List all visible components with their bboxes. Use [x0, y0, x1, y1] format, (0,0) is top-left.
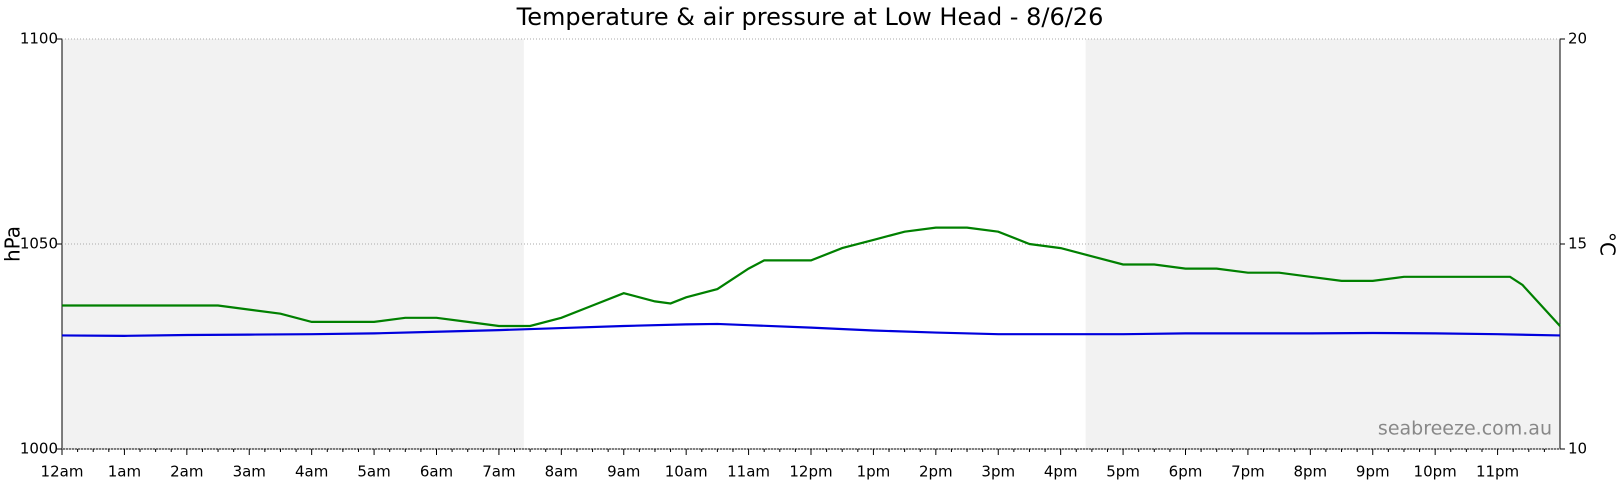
- x-tick-label: 4pm: [1044, 463, 1078, 481]
- y-tick-label: 1000: [20, 440, 58, 458]
- series-line: [62, 226, 1561, 328]
- y2-tick-label: 15: [1568, 235, 1587, 253]
- x-tick-label: 6pm: [1169, 463, 1203, 481]
- x-tick-label: 7am: [482, 463, 515, 481]
- x-tick-label: 2pm: [919, 463, 953, 481]
- x-tick-label: 8pm: [1293, 463, 1327, 481]
- series-line: [61, 322, 1561, 337]
- x-tick-label: 10pm: [1414, 463, 1457, 481]
- x-tick-label: 6am: [420, 463, 453, 481]
- y2-tick-label: 10: [1568, 440, 1587, 458]
- x-tick-label: 11pm: [1476, 463, 1519, 481]
- x-tick-label: 1am: [108, 463, 141, 481]
- x-tick-label: 8am: [545, 463, 578, 481]
- x-tick-label: 9pm: [1356, 463, 1390, 481]
- x-tick-label: 5am: [357, 463, 390, 481]
- chart-title: Temperature & air pressure at Low Head -…: [516, 3, 1104, 31]
- x-tick-label: 3am: [233, 463, 266, 481]
- y-axis-label: hPa: [1, 226, 25, 262]
- x-tick-label: 11am: [727, 463, 770, 481]
- x-tick-label: 1pm: [857, 463, 891, 481]
- y-tick-label: 1100: [20, 30, 58, 48]
- y-tick-label: 1050: [20, 235, 58, 253]
- x-tick-label: 5pm: [1106, 463, 1140, 481]
- y2-tick-label: 20: [1568, 30, 1587, 48]
- x-tick-label: 4am: [295, 463, 328, 481]
- x-tick-label: 9am: [607, 463, 640, 481]
- x-tick-label: 12pm: [789, 463, 832, 481]
- x-tick-label: 2am: [170, 463, 203, 481]
- x-tick-label: 7pm: [1231, 463, 1265, 481]
- watermark: seabreeze.com.au: [1378, 418, 1552, 440]
- x-tick-label: 10am: [665, 463, 708, 481]
- x-tick-label: 3pm: [981, 463, 1015, 481]
- y2-axis-label: °C: [1596, 232, 1620, 256]
- x-tick-label: 12am: [41, 463, 84, 481]
